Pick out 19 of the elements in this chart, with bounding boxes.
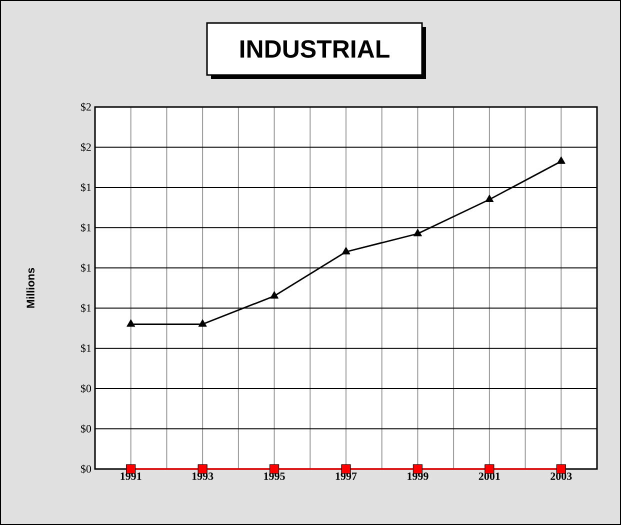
- point: [556, 156, 566, 164]
- y-tick-label: $2: [80, 142, 91, 152]
- y-tick-label: $1: [80, 223, 91, 232]
- point: [414, 228, 422, 236]
- y-axis-title: Millions: [26, 268, 34, 308]
- y-tick-label: $1: [80, 344, 91, 353]
- chart-title: INDUSTRIAL: [240, 40, 390, 58]
- y-tick-label: $0: [80, 424, 92, 434]
- y-tick-label: $1: [80, 304, 91, 313]
- point: [126, 319, 136, 327]
- y-tick-label: $2: [80, 102, 91, 112]
- point: [485, 194, 494, 202]
- point: [270, 291, 278, 299]
- point: [342, 247, 350, 254]
- point: [198, 319, 207, 327]
- y-tick-label: $0: [80, 384, 92, 393]
- y-tick-label: $1: [80, 263, 91, 272]
- y-tick-label: $0: [80, 464, 92, 474]
- y-tick-label: $1: [80, 183, 91, 192]
